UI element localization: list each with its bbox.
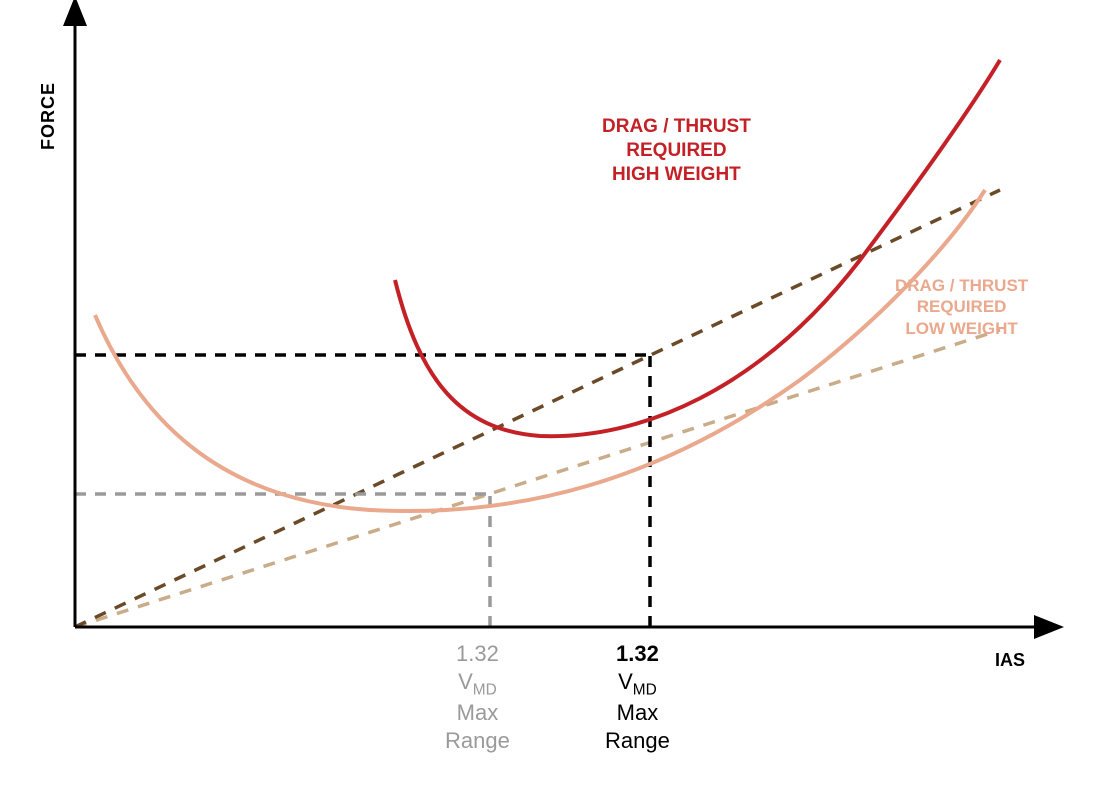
tick-low-vmd: VMD	[445, 668, 510, 700]
tick-high-value: 1.32	[605, 640, 670, 668]
label-low-line3: LOW WEIGHT	[895, 318, 1028, 339]
chart-svg	[0, 0, 1115, 788]
x-axis-label: IAS	[995, 650, 1025, 671]
label-high-line2: REQUIRED	[602, 139, 751, 163]
tick-low-line3: Max	[445, 699, 510, 727]
tick-high-vmd: VMD	[605, 668, 670, 700]
tick-label-low-weight: 1.32 VMD Max Range	[445, 640, 510, 754]
label-low-weight: DRAG / THRUST REQUIRED LOW WEIGHT	[895, 275, 1028, 339]
tick-high-sub: MD	[633, 681, 657, 698]
tick-high-line4: Range	[605, 727, 670, 755]
label-high-weight: DRAG / THRUST REQUIRED HIGH WEIGHT	[602, 115, 751, 186]
curve-low-weight	[95, 190, 985, 511]
label-low-line2: REQUIRED	[895, 296, 1028, 317]
tick-high-line3: Max	[605, 699, 670, 727]
tick-high-v: V	[618, 669, 633, 694]
tick-low-sub: MD	[473, 681, 497, 698]
label-low-line1: DRAG / THRUST	[895, 275, 1028, 296]
tick-low-line4: Range	[445, 727, 510, 755]
tick-low-v: V	[458, 669, 473, 694]
tick-label-high-weight: 1.32 VMD Max Range	[605, 640, 670, 754]
tangent-low-weight	[75, 330, 1000, 627]
label-high-line3: HIGH WEIGHT	[602, 163, 751, 187]
label-high-line1: DRAG / THRUST	[602, 115, 751, 139]
tick-low-value: 1.32	[445, 640, 510, 668]
drag-thrust-chart: FORCE IAS DRAG / THRUST REQUIRED HIGH WE…	[0, 0, 1115, 788]
y-axis-label: FORCE	[38, 82, 59, 150]
